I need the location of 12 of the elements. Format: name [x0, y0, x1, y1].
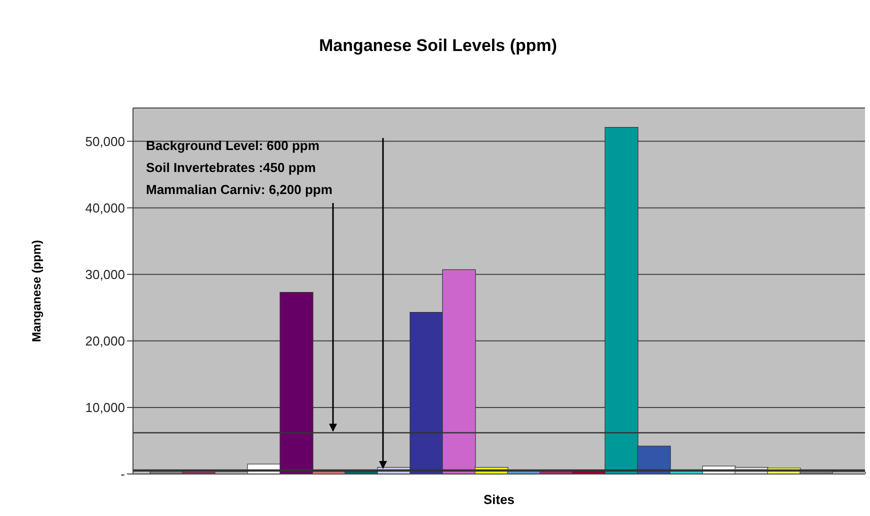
- y-axis-title: Manganese (ppm): [29, 240, 44, 342]
- y-tick-label: 20,000: [85, 334, 125, 349]
- x-axis-title: Sites: [483, 492, 515, 507]
- y-tick-label: 10,000: [85, 400, 125, 416]
- y-tick-label: 40,000: [85, 200, 125, 216]
- y-tick-label: 30,000: [85, 266, 125, 282]
- annotation: Background Level: 600 ppm: [146, 137, 320, 155]
- annotation: Mammalian Carniv: 6,200 ppm: [146, 181, 332, 199]
- y-tick-label: -: [120, 466, 125, 482]
- y-tick-label: 50,000: [85, 134, 125, 149]
- chart-title: Manganese Soil Levels (ppm): [318, 36, 558, 56]
- annotation: Soil Invertebrates :450 ppm: [146, 159, 317, 177]
